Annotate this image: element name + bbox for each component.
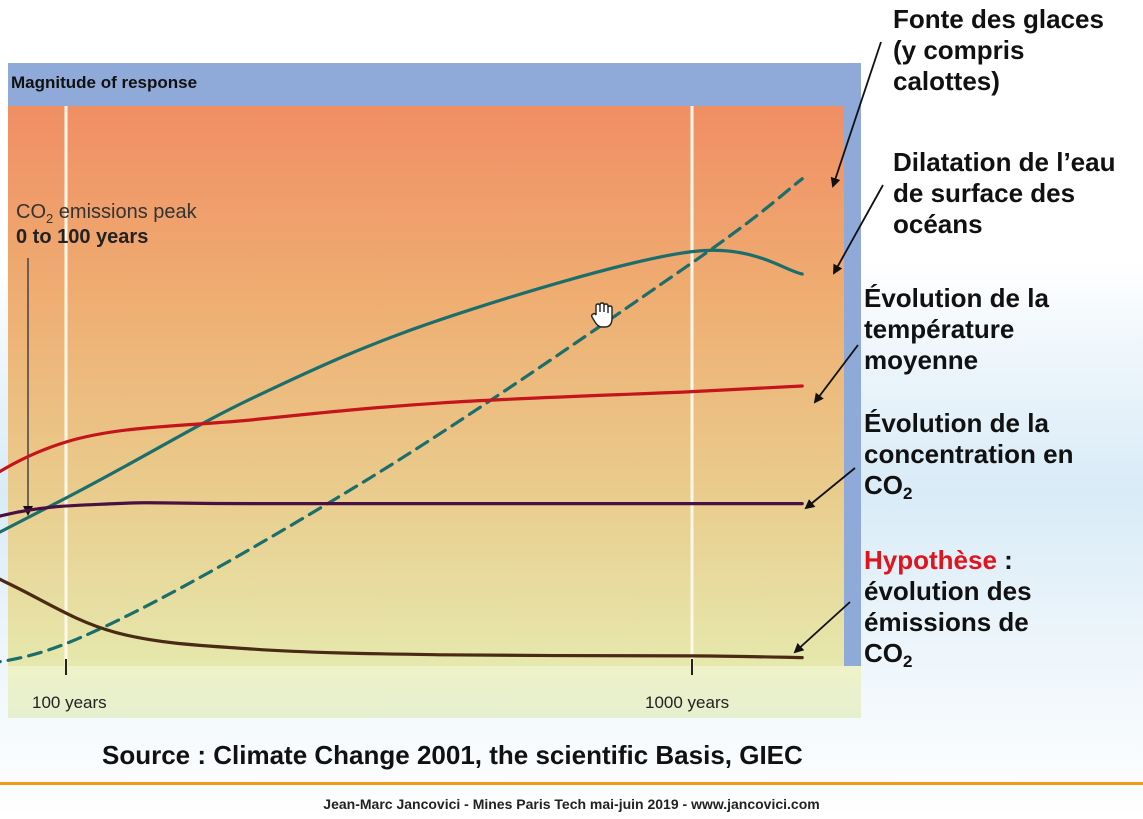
arrow-temp: [813, 344, 859, 404]
x-tick-label-1000: 1000 years: [645, 693, 729, 712]
legend-ice-line1: Fonte des glaces: [893, 4, 1104, 34]
x-tick-label-100: 100 years: [32, 693, 107, 712]
series-line-co2: [0, 501, 804, 518]
series-layer: [0, 177, 804, 664]
source-caption: Source : Climate Change 2001, the scient…: [102, 740, 803, 770]
legend-ice-line2: (y compris: [893, 35, 1025, 65]
legend-co2-line1: Évolution de la: [864, 408, 1049, 438]
legend-co2-concentration: Évolution de la concentration en CO2: [864, 408, 1074, 503]
legend-temp-line2: température: [864, 314, 1015, 344]
series-line-ice: [0, 177, 804, 664]
hypothese-label: Hypothèse: [864, 545, 997, 575]
chart-title: Magnitude of response: [11, 73, 197, 92]
series-line-temp: [0, 384, 804, 474]
legend-sea: Dilatation de l’eau de surface des océan…: [893, 147, 1116, 240]
legend-emis-line2: évolution des: [864, 576, 1032, 606]
legend-temp-line1: Évolution de la: [864, 283, 1049, 313]
peak-annotation-line1: CO2 emissions peak: [16, 201, 198, 226]
arrow-co2: [804, 467, 856, 510]
legend-emis-line4: CO2: [864, 638, 913, 671]
footer-text: Jean-Marc Jancovici - Mines Paris Tech m…: [323, 796, 820, 812]
legend-co2-line2: concentration en: [864, 439, 1074, 469]
series-line-sea: [0, 248, 804, 534]
x-axis-strip: [8, 666, 861, 718]
legend-temp-line3: moyenne: [864, 345, 979, 375]
arrow-emissions: [793, 601, 851, 654]
legend-emis-line1: Hypothèse :: [864, 545, 1013, 575]
legend-sea-line2: de surface des: [893, 178, 1076, 208]
legend-ice-line3: calottes): [893, 66, 1000, 96]
series-line-emissions: [0, 577, 804, 660]
legend-ice: Fonte des glaces (y compris calottes): [893, 4, 1104, 97]
legend-sea-line3: océans: [893, 209, 983, 239]
arrow-sea: [833, 184, 884, 275]
peak-annotation-line2: 0 to 100 years: [16, 226, 148, 248]
hand-cursor-icon: [590, 302, 613, 328]
legend-emissions: Hypothèse : évolution des émissions de C…: [864, 545, 1032, 671]
legend-co2-line3: CO2: [864, 470, 913, 503]
arrow-ice: [830, 41, 882, 188]
plot-area: [8, 106, 844, 666]
legend-emis-line3: émissions de: [864, 607, 1029, 637]
legend-temperature: Évolution de la température moyenne: [864, 283, 1049, 376]
legend-sea-line1: Dilatation de l’eau: [893, 147, 1116, 177]
footer-rule: [0, 782, 1143, 785]
